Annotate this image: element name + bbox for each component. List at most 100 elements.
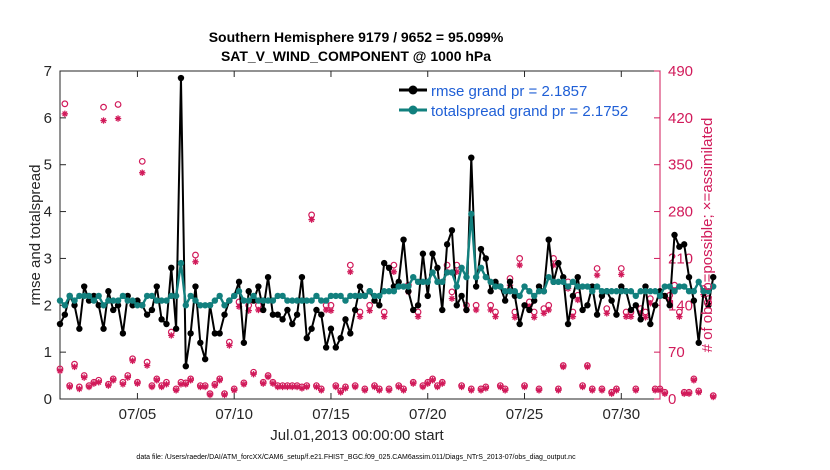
rmse-point [371,297,378,304]
totalspread-point [497,283,504,290]
obs-assimilated-point [264,373,272,381]
rmse-point [313,306,320,314]
rmse-point [414,302,422,309]
rmse-point [439,306,446,314]
totalspread-point [332,292,340,300]
rmse-point [627,306,635,314]
totalspread-point [564,283,572,290]
totalspread-point [545,273,552,281]
obs-assimilated-point [429,377,436,384]
totalspread-point [492,283,499,290]
rmse-point [468,154,475,161]
obs-assimilated-point [410,380,417,387]
legend-label-rmse: rmse grand pr = 2.1857 [431,83,587,100]
obs-assimilated-point [182,381,190,388]
obs-assimilated-point [501,387,509,394]
rmse-point [569,292,577,300]
rmse-point [593,311,601,318]
obs-assimilated-point [618,271,625,278]
totalspread-point [187,292,194,300]
totalspread-point [516,292,523,300]
obs-series-group [56,100,717,401]
rmse-point [201,355,209,363]
rmse-point [260,306,267,314]
obs-assimilated-point [110,377,117,384]
totalspread-point [342,297,349,304]
totalspread-point [458,264,465,271]
rmse-point [211,330,219,337]
obs-assimilated-point [642,314,649,321]
y-right-tick-label: 70 [668,344,685,361]
rmse-point [506,278,514,286]
obs-assimilated-point [298,385,306,392]
rmse-point [100,325,107,332]
totalspread-point [535,288,543,295]
totalspread-point [651,288,659,295]
totalspread-point [61,302,69,309]
totalspread-point [235,288,243,295]
rmse-point [618,283,625,290]
obs-assimilated-point [632,387,640,394]
totalspread-point [448,269,456,276]
obs-assimilated-point [366,307,373,314]
totalspread-point [472,273,480,281]
obs-assimilated-point [192,258,199,265]
totalspread-point [385,288,393,295]
totalspread-point [627,288,635,295]
y-axis-label: rmse and totalspread [27,165,44,306]
obs-assimilated-point [376,387,383,394]
rmse-point [637,316,644,323]
obs-assimilated-point [342,385,349,392]
totalspread-point [308,297,315,304]
rmse-point [487,288,494,295]
obs-assimilated-point [540,310,548,317]
obs-assimilated-point [656,387,664,394]
totalspread-point [569,278,577,286]
totalspread-point [695,278,702,286]
obs-assimilated-point [458,383,465,391]
totalspread-point [105,297,112,304]
totalspread-point [463,273,470,281]
y-right-tick-label: 280 [668,204,693,221]
totalspread-point [163,297,170,304]
rmse-point [579,306,586,314]
obs-possible-point [100,103,107,111]
totalspread-point [705,288,712,295]
rmse-point [332,344,340,351]
obs-assimilated-point [685,390,693,397]
obs-assimilated-point [695,389,702,396]
rmse-point [114,302,122,309]
obs-assimilated-point [608,390,615,397]
rmse-point [187,330,194,337]
rmse-point [666,302,673,309]
totalspread-point [405,283,412,290]
obs-assimilated-point [255,306,262,314]
totalspread-point [110,297,117,304]
rmse-point [482,255,490,262]
totalspread-point [289,297,296,304]
y-tick-label: 2 [44,297,52,314]
rmse-point [535,283,543,290]
y-tick-label: 1 [44,344,52,361]
rmse-point [526,306,533,314]
rmse-point [269,311,277,318]
totalspread-point [560,278,567,286]
rmse-point [76,325,83,332]
obs-assimilated-point [139,169,146,176]
x-tick-label: 07/25 [506,406,544,423]
obs-assimilated-point [153,377,160,384]
obs-assimilated-point [226,342,233,349]
totalspread-point [347,292,354,300]
totalspread-point [642,288,649,295]
rmse-point [303,334,310,342]
totalspread-point [192,297,199,304]
obs-assimilated-point [593,271,601,279]
rmse-point [95,302,102,309]
rmse-point [434,264,441,271]
totalspread-point [264,297,272,304]
rmse-point [376,302,383,309]
totalspread-point [56,297,64,304]
totalspread-point [197,302,204,309]
rmse-point [448,227,456,234]
totalspread-point [129,297,136,304]
